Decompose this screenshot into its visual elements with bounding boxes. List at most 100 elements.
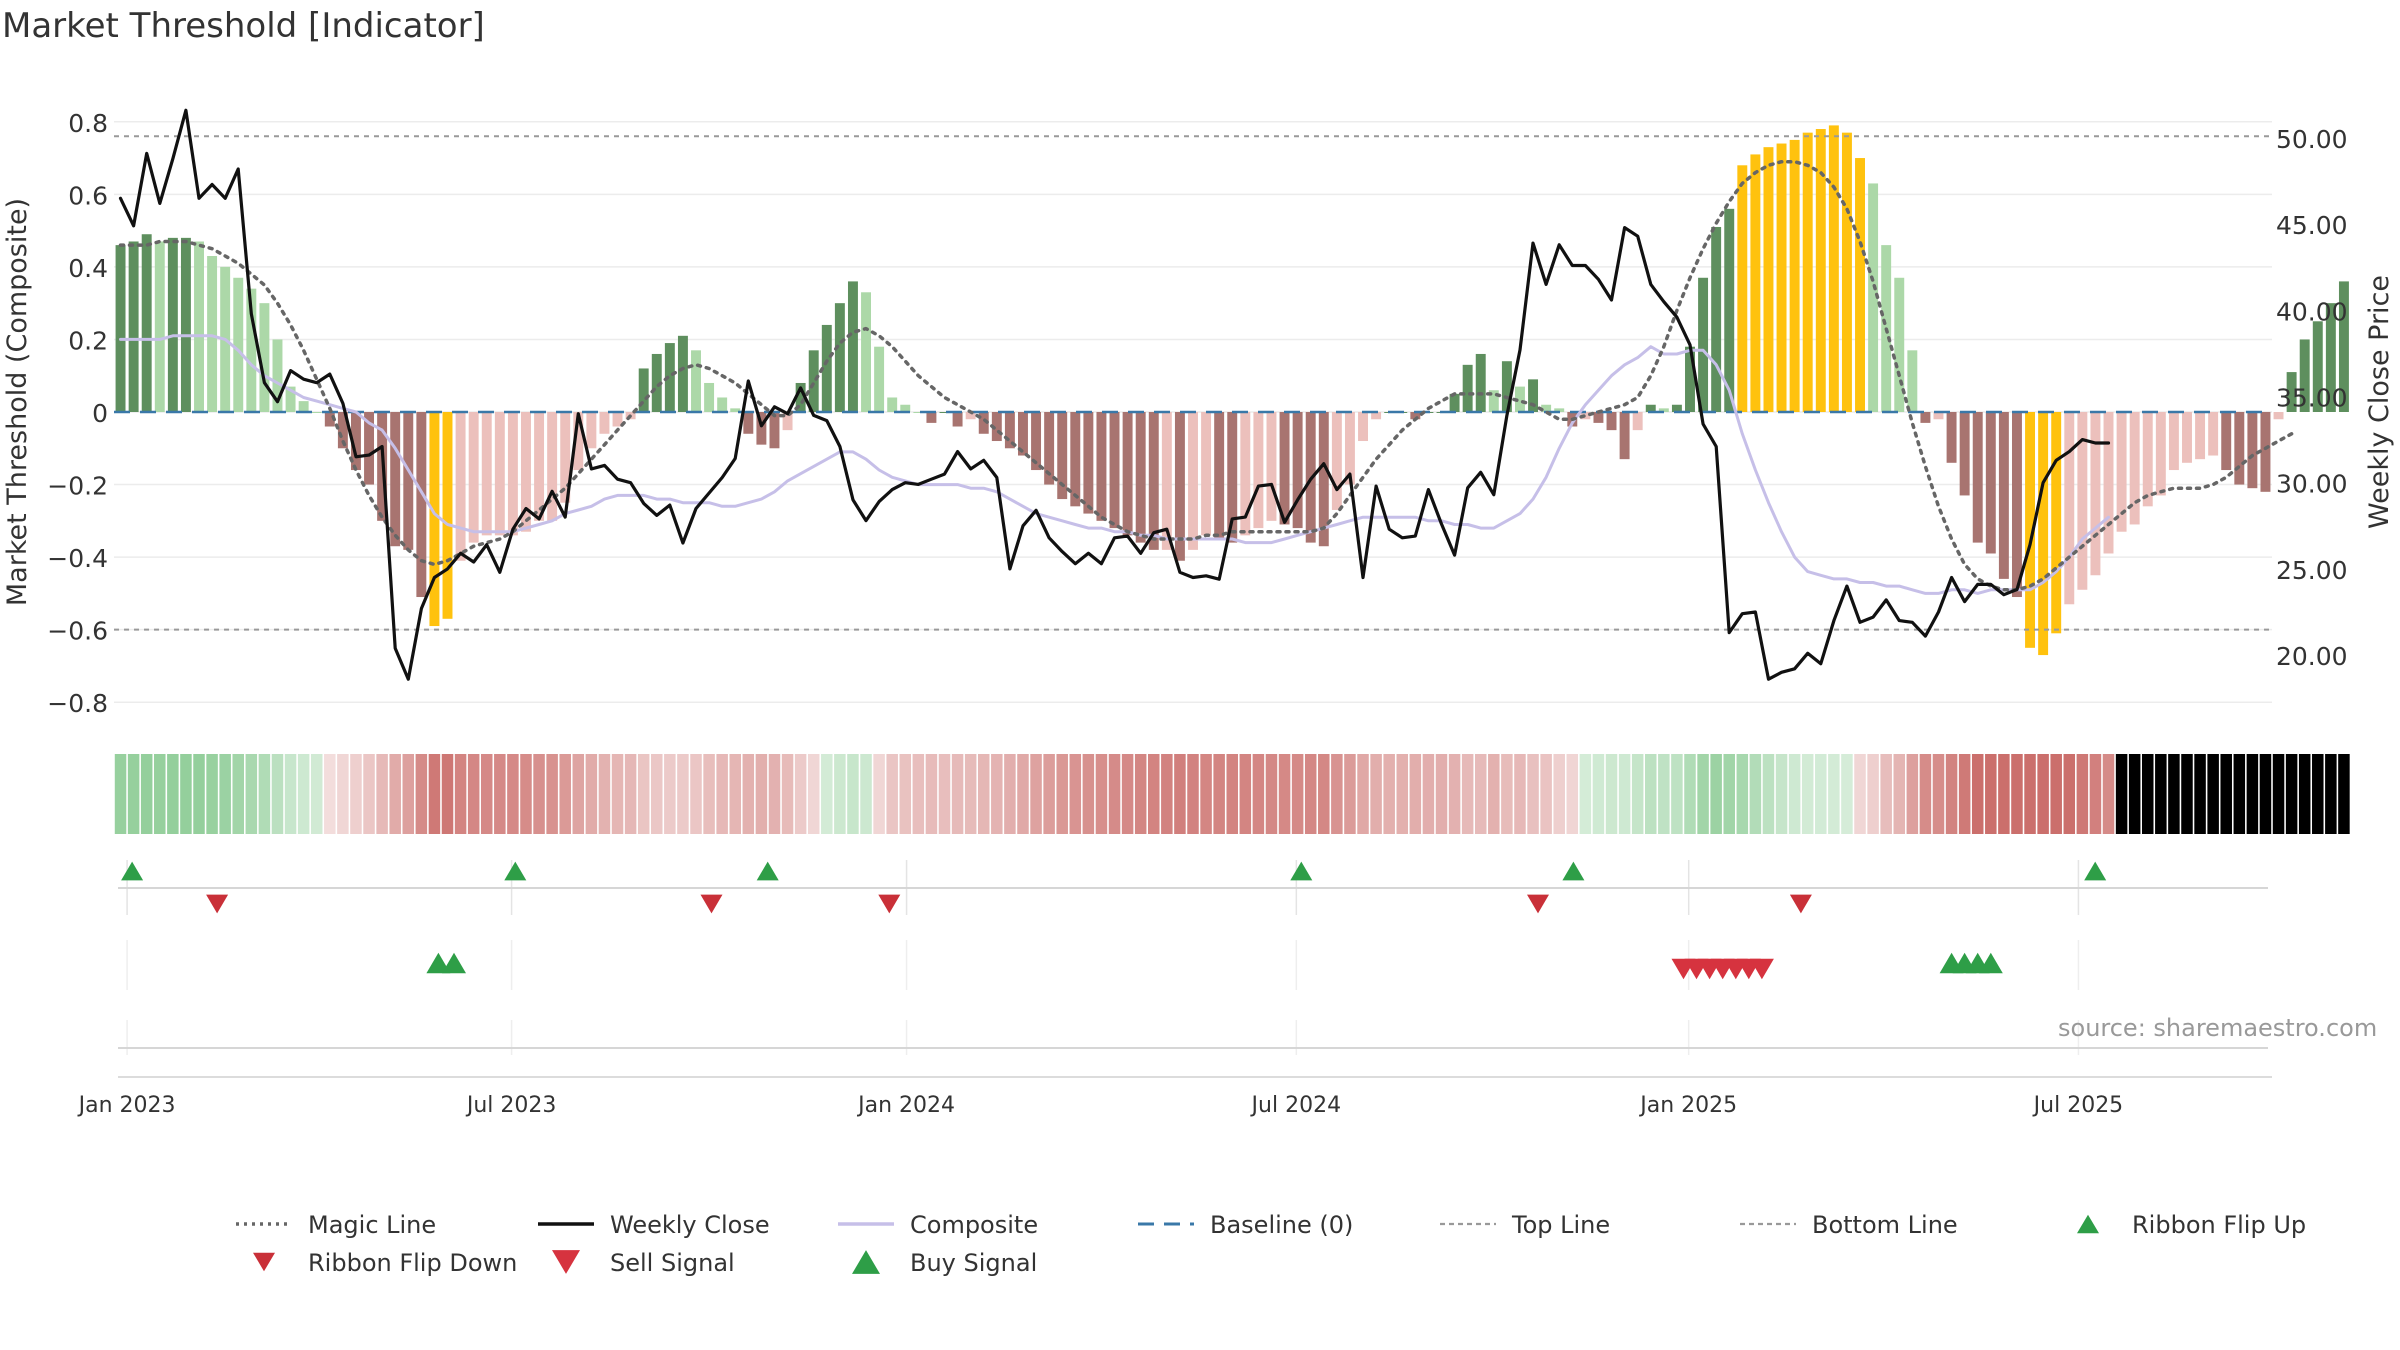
composite-bar	[1685, 346, 1695, 412]
y-tick-label: −0.2	[47, 472, 108, 501]
axes: Market Threshold (Composite) Weekly Clos…	[2, 109, 2395, 1118]
ribbon-cell	[1121, 754, 1134, 834]
composite-bar	[1972, 412, 1983, 543]
composite-bar	[1802, 132, 1813, 412]
ribbon-cell	[559, 754, 571, 834]
y2-tick-label: 50.00	[2276, 125, 2348, 154]
ribbon-cell	[716, 754, 728, 834]
composite-bar	[1410, 412, 1421, 420]
ribbon-cell	[363, 754, 375, 834]
composite-bar	[521, 412, 531, 532]
ribbon-cell	[1645, 754, 1657, 834]
ribbon-cell	[807, 754, 820, 834]
ribbon-cell	[755, 754, 768, 834]
composite-bar	[847, 281, 858, 412]
composite-bar	[1711, 226, 1722, 412]
sell-signal-marker	[1749, 958, 1774, 980]
ribbon-flip-down-marker	[700, 894, 723, 914]
composite-bar	[2182, 412, 2192, 463]
ribbon-cell	[1605, 754, 1618, 834]
composite-bar	[246, 288, 257, 412]
ribbon-cell	[1579, 754, 1592, 834]
ribbon-cell	[1082, 754, 1095, 834]
composite-bar	[1920, 412, 1931, 423]
legend-item: Composite	[838, 1211, 1038, 1239]
composite-bar	[2299, 339, 2310, 412]
composite-bar	[821, 324, 832, 412]
composite-bar	[1201, 412, 1212, 536]
y2-tick-label: 30.00	[2276, 470, 2348, 499]
legend-label: Top Line	[1511, 1211, 1610, 1239]
ribbon-cell	[1108, 754, 1121, 834]
ribbon-cell	[1880, 754, 1892, 834]
ribbon-cell	[742, 754, 755, 834]
signal-markers	[118, 861, 2272, 1078]
ribbon-cell	[297, 754, 310, 834]
ribbon-cell	[1370, 754, 1382, 834]
ribbon-cell	[258, 754, 271, 834]
ribbon-cell	[1958, 754, 1971, 834]
ribbon-cell	[664, 754, 676, 834]
ribbon-cell	[1501, 754, 1513, 834]
ribbon-cell	[467, 754, 480, 834]
ribbon-cell	[1854, 754, 1866, 834]
composite-bar	[1606, 412, 1617, 431]
ribbon-cell	[677, 754, 689, 834]
y2-tick-label: 20.00	[2276, 642, 2348, 671]
ribbon-cell	[2246, 754, 2259, 834]
composite-bar	[2286, 372, 2297, 412]
composite-bar	[612, 412, 623, 427]
legend-item: Ribbon Flip Up	[2077, 1211, 2306, 1239]
composite-bar	[429, 412, 440, 627]
composite-bar	[1737, 165, 1748, 412]
ribbon-cell	[2168, 754, 2180, 834]
ribbon-cell	[140, 754, 153, 834]
composite-bar	[939, 412, 950, 413]
composite-bar	[638, 368, 649, 412]
composite-bar	[861, 292, 872, 412]
composite-bar	[1358, 412, 1368, 442]
ribbon-cell	[2338, 754, 2350, 834]
ribbon-cell	[480, 754, 493, 834]
ribbon-cell	[1304, 754, 1317, 834]
composite-bar	[1266, 412, 1277, 521]
ribbon-cell	[2128, 754, 2141, 834]
ribbon-cell	[1265, 754, 1278, 834]
ribbon-cell	[1331, 754, 1343, 834]
legend-label: Baseline (0)	[1210, 1211, 1353, 1239]
ribbon-cell	[337, 754, 349, 834]
composite-bar	[1841, 132, 1852, 412]
ribbon-cell	[1723, 754, 1735, 834]
composite-bar	[2129, 412, 2140, 525]
reference-lines	[114, 135, 2272, 631]
ribbon-cell	[1815, 754, 1827, 834]
ribbon-cell	[768, 754, 781, 834]
composite-bar	[494, 412, 505, 536]
ribbon-cell	[637, 754, 650, 834]
ribbon-cell	[1187, 754, 1199, 834]
composite-bar	[1475, 353, 1486, 412]
composite-bar	[1292, 412, 1303, 529]
y2-tick-label: 40.00	[2276, 297, 2348, 326]
composite-bar	[1044, 412, 1055, 485]
ribbon-cell	[1736, 754, 1749, 834]
composite-bar	[180, 237, 191, 412]
ribbon-cell	[180, 754, 192, 834]
x-tick-label: Jul 2024	[1250, 1093, 1342, 1118]
ribbon-cell	[2076, 754, 2089, 834]
ribbon-cell	[1448, 754, 1461, 834]
ribbon-cell	[154, 754, 166, 834]
ribbon-cell	[441, 754, 454, 834]
chart-title: Market Threshold [Indicator]	[2, 6, 485, 46]
composite-bar	[1253, 412, 1264, 529]
ribbon-cell	[1945, 754, 1958, 834]
ribbon-cell	[2285, 754, 2298, 834]
ribbon-cell	[572, 754, 585, 834]
ribbon-cell	[1998, 754, 2010, 834]
composite-bar	[311, 412, 322, 413]
ribbon-cell	[1396, 754, 1409, 834]
composite-bar	[324, 412, 335, 427]
ribbon-cell	[1684, 754, 1696, 834]
composite-bar	[534, 412, 545, 521]
ribbon-flip-down-marker	[878, 894, 901, 914]
